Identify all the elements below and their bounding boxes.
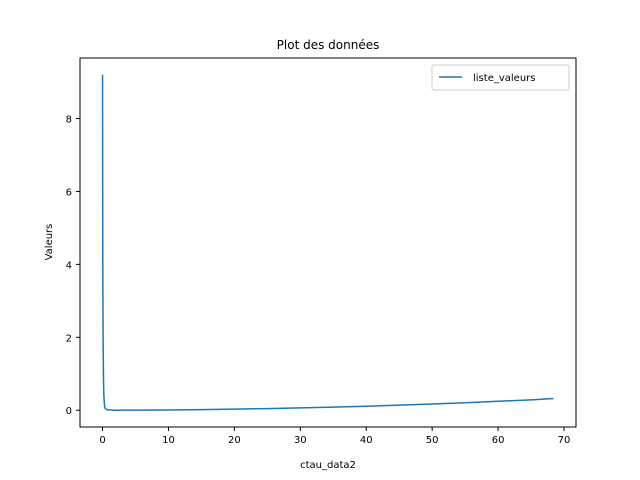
y-axis-ticks: 0 2 4 6 8 [66,115,80,417]
legend-label-liste-valeurs: liste_valeurs [473,73,535,84]
x-tick-label: 30 [294,435,307,446]
y-tick-label: 2 [66,333,72,344]
y-tick-label: 0 [66,406,72,417]
series-line-liste-valeurs [101,74,554,411]
x-tick-label: 70 [558,435,571,446]
x-tick-label: 50 [426,435,439,446]
plot-area [79,57,577,428]
y-tick-label: 8 [66,115,72,126]
x-axis-ticks: 0 10 20 30 40 50 60 70 [99,427,570,446]
x-tick-label: 10 [162,435,175,446]
x-tick-label: 40 [360,435,373,446]
legend: liste_valeurs [431,64,570,91]
y-tick-label: 4 [66,260,72,271]
x-tick-label: 0 [99,435,105,446]
x-axis-label: ctau_data2 [300,460,356,471]
chart-title: Plot des données [277,38,380,52]
y-tick-label: 6 [66,187,72,198]
x-tick-label: 60 [492,435,505,446]
x-tick-label: 20 [228,435,241,446]
legend-frame [431,64,570,91]
y-axis-label: Valeurs [44,224,55,261]
